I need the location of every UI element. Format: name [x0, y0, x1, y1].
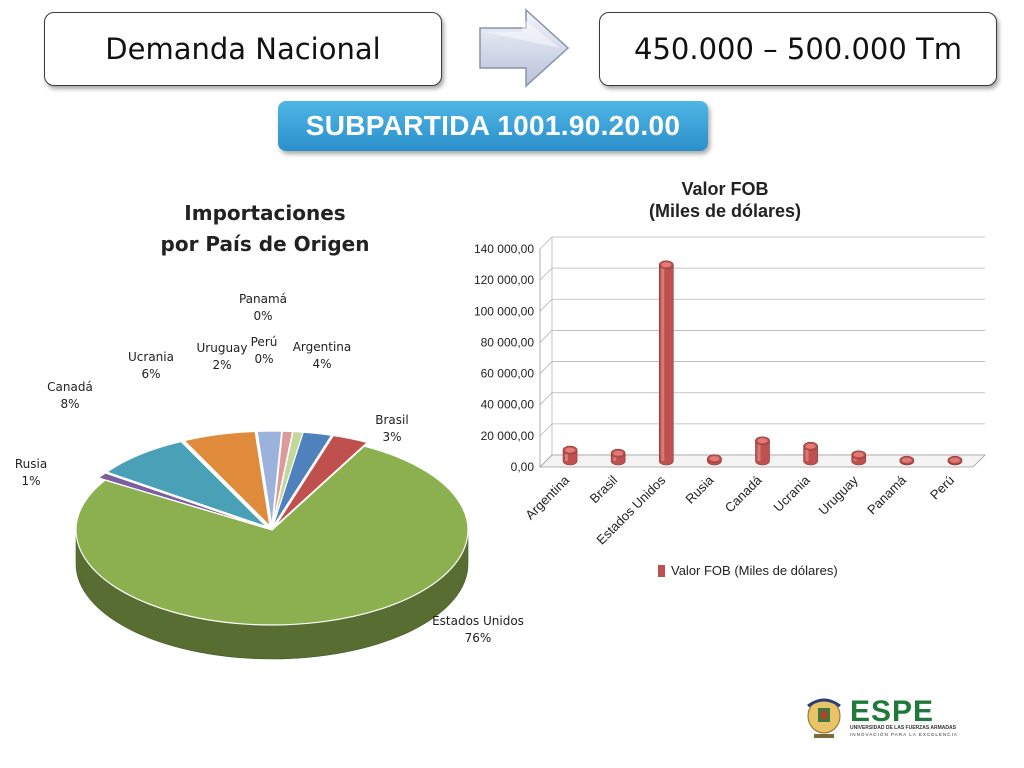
pie-label-name: Argentina	[292, 340, 352, 354]
x-tick-label: Ucrania	[770, 472, 813, 515]
pie-label-Canadá: Canadá 8%	[20, 379, 120, 413]
pie-label-Uruguay: Uruguay 2%	[172, 340, 272, 374]
x-tick-label: Argentina	[522, 472, 573, 523]
bar-Uruguay	[851, 450, 867, 466]
espe-wordmark: ESPE	[850, 695, 934, 728]
x-tick-label: Rusia	[682, 472, 717, 507]
pie-label-pct: 0%	[254, 352, 274, 366]
pie-label-pct: 4%	[312, 357, 332, 371]
pie-label-Estados Unidos: Estados Unidos 76%	[428, 613, 528, 647]
legend-label: Valor FOB (Miles de dólares)	[671, 563, 838, 578]
y-tick-label: 40 000,00	[481, 398, 535, 412]
demanda-nacional-box: Demanda Nacional	[44, 12, 442, 86]
pie-slice-Rusia	[97, 472, 266, 529]
pie-label-pct: 6%	[141, 367, 161, 381]
bar-chart-title: Valor FOB (Miles de dólares)	[560, 178, 890, 222]
y-tick-label: 20 000,00	[481, 429, 535, 443]
bar-Estados Unidos	[658, 260, 674, 466]
y-tick-label: 140 000,00	[474, 242, 534, 256]
bar-Ucrania	[803, 441, 818, 466]
pie-title-line2: por País de Origen	[160, 232, 370, 256]
bar-chart: 0,00 20 000,00 40 000,00 60 000,00 80 000,00…	[474, 236, 986, 548]
demanda-range-text: 450.000 – 500.000 Tm	[634, 32, 962, 66]
bar-Panamá	[899, 455, 915, 466]
bar-Perú	[947, 455, 963, 466]
y-tick-label: 60 000,00	[481, 367, 535, 381]
demanda-range-box: 450.000 – 500.000 Tm	[599, 12, 997, 86]
demanda-nacional-text: Demanda Nacional	[105, 32, 381, 66]
pie-slice-Brasil	[274, 434, 369, 527]
pie-label-name: Canadá	[47, 380, 93, 394]
x-tick-label: Panamá	[864, 472, 909, 517]
pie-label-pct: 1%	[21, 474, 41, 488]
subpartida-text: SUBPARTIDA 1001.90.20.00	[305, 110, 681, 141]
bar-body	[755, 440, 770, 466]
bar-Canadá	[755, 436, 770, 466]
subpartida-banner: SUBPARTIDA 1001.90.20.00	[278, 101, 708, 151]
pie-slice-Argentina	[272, 430, 333, 527]
bar-Argentina	[562, 445, 578, 466]
espe-logo: ESPE UNIVERSIDAD DE LAS FUERZAS ARMADAS …	[807, 695, 958, 738]
pie-label-Argentina: Argentina 4%	[272, 339, 372, 373]
bar-Brasil	[610, 448, 626, 466]
pie-label-Panamá: Panamá 0%	[213, 291, 313, 325]
pie-slice-Canadá	[105, 440, 268, 528]
pie-slice-Uruguay	[256, 430, 283, 527]
pie-tops	[75, 430, 469, 626]
pie-label-Ucrania: Ucrania 6%	[101, 349, 201, 383]
y-tick-label: 100 000,00	[474, 304, 534, 318]
pie-label-name: Uruguay	[196, 341, 248, 355]
logo-line1: UNIVERSIDAD DE LAS FUERZAS ARMADAS	[850, 725, 957, 731]
pie-label-pct: 3%	[382, 430, 402, 444]
pie-slice-Panamá	[272, 430, 305, 527]
x-tick-label: Perú	[927, 473, 957, 503]
y-tick-label: 0,00	[511, 460, 535, 474]
pie-label-pct: 8%	[60, 397, 80, 411]
right-arrow-icon	[479, 8, 570, 88]
pie-label-pct: 76%	[464, 631, 492, 645]
bar-legend: Valor FOB (Miles de dólares)	[658, 563, 838, 578]
pie-slice-Perú	[272, 430, 294, 527]
x-tick-label: Brasil	[587, 472, 621, 506]
pie-label-name: Ucrania	[128, 350, 174, 364]
x-tick-label: Uruguay	[815, 472, 861, 518]
pie-label-pct: 0%	[253, 309, 273, 323]
pie-label-pct: 2%	[212, 358, 232, 372]
y-tick-label: 80 000,00	[481, 335, 535, 349]
logo-line2: INNOVACIÓN PARA LA EXCELENCIA	[850, 731, 958, 737]
bar-title-line1: Valor FOB	[681, 179, 769, 199]
pie-label-Rusia: Rusia 1%	[0, 456, 81, 490]
x-tick-label: Canadá	[722, 472, 765, 515]
pie-label-name: Brasil	[375, 413, 409, 427]
svg-text:ESPE: ESPE	[850, 695, 934, 728]
pie-title-line1: Importaciones	[184, 201, 346, 225]
bar-body	[803, 445, 818, 466]
bar-body	[658, 264, 674, 466]
pie-label-Perú: Perú 0%	[214, 334, 314, 368]
legend-swatch	[658, 564, 665, 577]
y-tick-label: 120 000,00	[474, 273, 534, 287]
pie-slice-Ucrania	[183, 430, 271, 528]
bar-Rusia	[707, 454, 722, 466]
pie-label-Brasil: Brasil 3%	[342, 412, 442, 446]
bar-gridlines: 0,00 20 000,00 40 000,00 60 000,00 80 000,00…	[474, 236, 985, 474]
pie-label-name: Estados Unidos	[432, 614, 524, 628]
pie-side-Estados Unidos	[75, 529, 469, 660]
pie-chart-title: Importaciones por País de Origen	[140, 198, 390, 260]
bar-title-line2: (Miles de dólares)	[648, 201, 802, 221]
pie-label-name: Rusia	[14, 457, 48, 471]
pie-label-name: Perú	[250, 335, 278, 349]
pie-slice-Estados Unidos	[75, 445, 469, 626]
pie-sides	[75, 529, 469, 660]
pie-label-name: Panamá	[238, 292, 288, 306]
crest-icon	[807, 698, 841, 738]
